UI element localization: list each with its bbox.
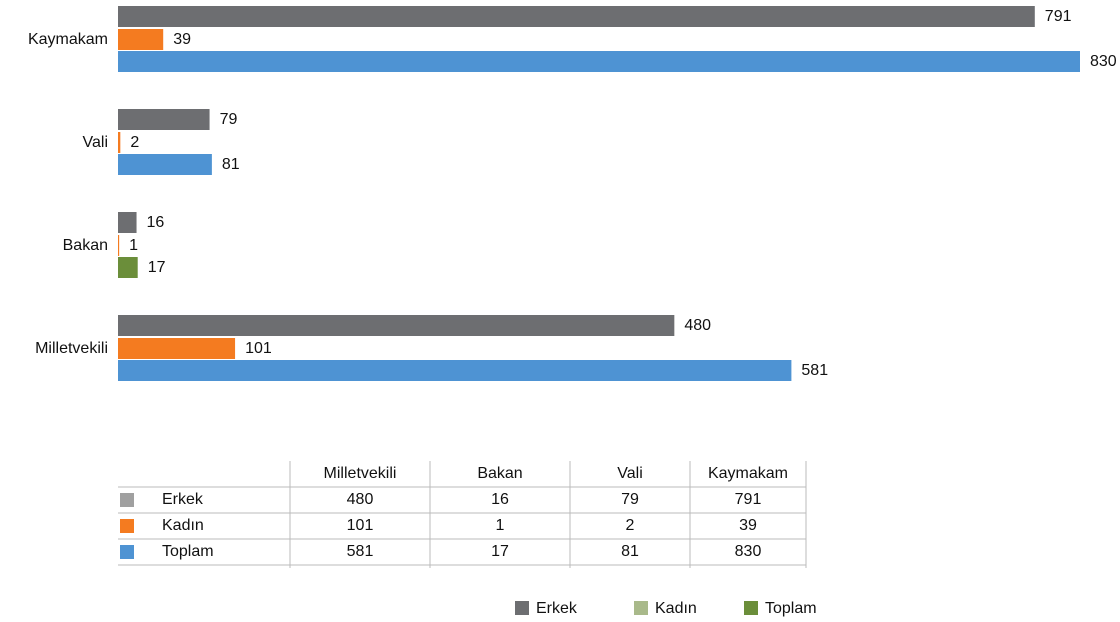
bar (118, 360, 792, 381)
bar (118, 338, 236, 359)
bar (118, 257, 138, 278)
legend-swatch (515, 601, 529, 615)
category-label: Bakan (63, 237, 108, 254)
table-cell: 101 (347, 517, 374, 534)
table-cell: 39 (739, 517, 757, 534)
legend-label: Kadın (655, 600, 697, 617)
bar (118, 6, 1035, 27)
table-header: Vali (617, 465, 643, 482)
table-row-label: Kadın (162, 517, 204, 534)
value-label: 81 (222, 156, 240, 173)
table-cell: 1 (496, 517, 505, 534)
value-label: 480 (684, 317, 711, 334)
value-label: 16 (147, 214, 165, 231)
value-label: 581 (801, 362, 828, 379)
bar (118, 109, 210, 130)
legend-swatch (634, 601, 648, 615)
legend-label: Toplam (765, 600, 817, 617)
value-label: 79 (220, 111, 238, 128)
table-key (120, 519, 134, 533)
table-row-label: Toplam (162, 543, 214, 560)
table-header: Bakan (477, 465, 522, 482)
bar (118, 132, 121, 153)
legend-label: Erkek (536, 600, 578, 617)
table-cell: 2 (626, 517, 635, 534)
table-header: Kaymakam (708, 465, 788, 482)
table-cell: 480 (347, 491, 374, 508)
value-label: 2 (130, 134, 139, 151)
value-label: 830 (1090, 53, 1117, 70)
bar (118, 51, 1080, 72)
table-cell: 81 (621, 543, 639, 560)
table-cell: 16 (491, 491, 509, 508)
table-cell: 17 (491, 543, 509, 560)
table-cell: 830 (735, 543, 762, 560)
bar (118, 212, 137, 233)
table-row-label: Erkek (162, 491, 204, 508)
table-cell: 581 (347, 543, 374, 560)
value-label: 791 (1045, 8, 1072, 25)
table-key (120, 545, 134, 559)
legend-swatch (744, 601, 758, 615)
bar (118, 29, 164, 50)
table-cell: 791 (735, 491, 762, 508)
value-label: 101 (245, 340, 272, 357)
value-label: 39 (173, 31, 191, 48)
table-cell: 79 (621, 491, 639, 508)
table-header: Milletvekili (324, 465, 397, 482)
bar (118, 235, 120, 256)
table-key (120, 493, 134, 507)
bar (118, 154, 212, 175)
value-label: 1 (129, 237, 138, 254)
value-label: 17 (148, 259, 166, 276)
bar (118, 315, 675, 336)
category-label: Kaymakam (28, 31, 108, 48)
category-label: Vali (83, 134, 109, 151)
category-label: Milletvekili (35, 340, 108, 357)
